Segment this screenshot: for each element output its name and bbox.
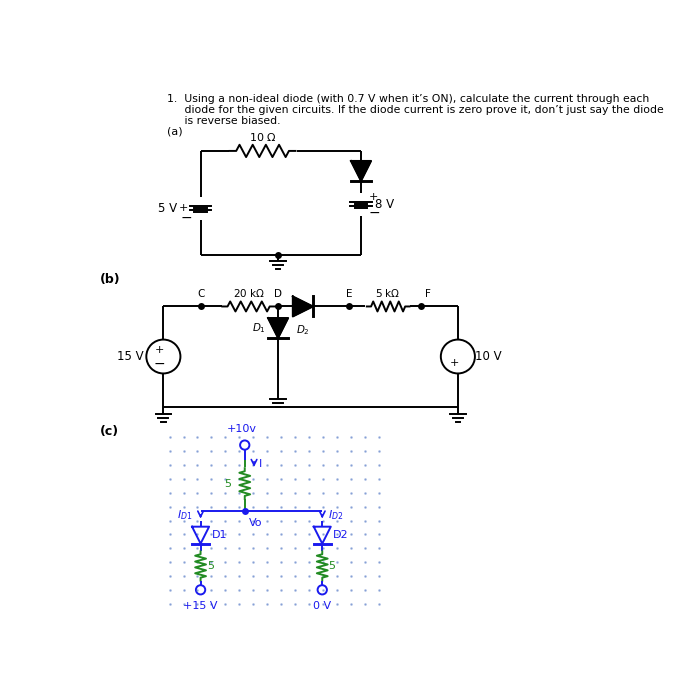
Text: I: I (259, 459, 262, 468)
Text: F: F (425, 289, 431, 299)
Text: diode for the given circuits. If the diode current is zero prove it, don’t just : diode for the given circuits. If the dio… (167, 105, 664, 115)
Text: C: C (197, 289, 204, 299)
Text: −: − (369, 206, 381, 220)
Text: 5: 5 (224, 479, 231, 489)
Text: 10 V: 10 V (475, 350, 502, 363)
Text: +: + (449, 358, 459, 368)
Text: D2: D2 (333, 530, 349, 540)
Polygon shape (293, 297, 313, 317)
Text: is reverse biased.: is reverse biased. (167, 116, 281, 125)
Text: (a): (a) (167, 126, 183, 137)
Text: $D_2$: $D_2$ (296, 324, 310, 337)
Text: 5 k$\Omega$: 5 k$\Omega$ (376, 287, 401, 299)
Text: (c): (c) (100, 425, 119, 438)
Text: 0 V: 0 V (313, 601, 331, 611)
Text: 5 V: 5 V (158, 202, 177, 215)
Text: 5: 5 (207, 561, 214, 571)
Text: 10 $\Omega$: 10 $\Omega$ (249, 131, 276, 143)
Text: 20 k$\Omega$: 20 k$\Omega$ (233, 287, 264, 299)
Text: +: + (179, 203, 188, 213)
Text: +15 V: +15 V (183, 601, 218, 611)
Text: +10v: +10v (227, 424, 257, 435)
Text: 1.  Using a non-ideal diode (with 0.7 V when it’s ON), calculate the current thr: 1. Using a non-ideal diode (with 0.7 V w… (167, 94, 649, 104)
Polygon shape (268, 318, 288, 338)
Text: +: + (369, 192, 378, 202)
Text: $I_{D2}$: $I_{D2}$ (328, 508, 344, 522)
Text: D1: D1 (212, 530, 227, 540)
Text: (b): (b) (100, 272, 120, 286)
Text: +: + (155, 345, 164, 356)
Text: 5: 5 (328, 561, 335, 571)
Text: 8 V: 8 V (375, 198, 394, 211)
Text: $I_{D1}$: $I_{D1}$ (177, 508, 193, 522)
Polygon shape (351, 161, 371, 181)
Text: −: − (181, 211, 192, 225)
Text: 15 V: 15 V (117, 350, 143, 363)
Text: D: D (274, 289, 282, 299)
Text: Vo: Vo (249, 518, 263, 528)
Text: E: E (346, 289, 352, 299)
Text: $D_1$: $D_1$ (251, 321, 266, 335)
Text: −: − (154, 357, 166, 371)
